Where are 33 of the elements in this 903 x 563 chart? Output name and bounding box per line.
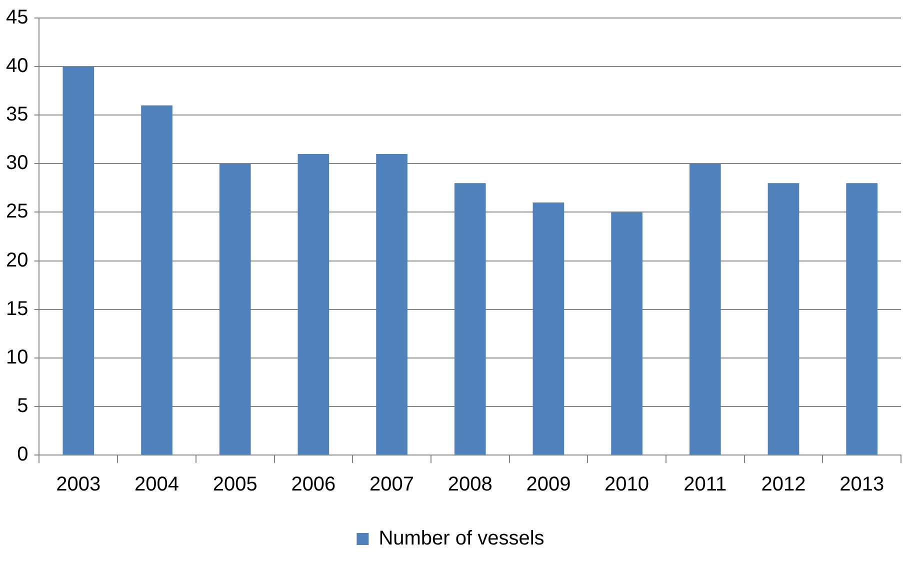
y-tick-label: 10 — [6, 346, 28, 368]
x-tick-label: 2005 — [212, 474, 258, 496]
y-tick-label: 30 — [6, 152, 28, 174]
bar — [219, 164, 251, 454]
x-tick-label: 2013 — [840, 474, 884, 496]
x-tick-label: 2010 — [604, 474, 650, 496]
x-tick-label: 2011 — [684, 474, 727, 496]
y-tick-label: 20 — [6, 249, 28, 272]
bar — [298, 154, 330, 454]
y-tick-label: 45 — [6, 6, 28, 29]
y-tick-label: 15 — [6, 298, 28, 320]
y-tick-label: 5 — [17, 394, 28, 417]
y-tick-label: 40 — [6, 55, 28, 78]
x-tick-label: 2008 — [448, 474, 492, 496]
x-tick-label: 2012 — [761, 474, 806, 496]
bar — [376, 154, 408, 454]
bar — [62, 66, 94, 454]
x-tick-label: 2004 — [134, 474, 180, 496]
x-tick-label: 2007 — [370, 474, 414, 496]
legend-label: Number of vessels — [378, 528, 544, 550]
bar — [141, 105, 172, 454]
x-tick-label: 2003 — [56, 474, 101, 496]
bar — [611, 212, 642, 454]
x-tick-label: 2009 — [526, 474, 571, 496]
bar — [454, 183, 486, 454]
bar — [689, 164, 721, 454]
y-tick-label: 35 — [6, 104, 28, 126]
bar — [768, 183, 800, 454]
bar — [846, 183, 878, 454]
x-tick-label: 2006 — [291, 474, 336, 496]
y-tick-label: 0 — [17, 444, 28, 466]
bar — [532, 202, 564, 454]
y-tick-label: 25 — [6, 200, 28, 223]
